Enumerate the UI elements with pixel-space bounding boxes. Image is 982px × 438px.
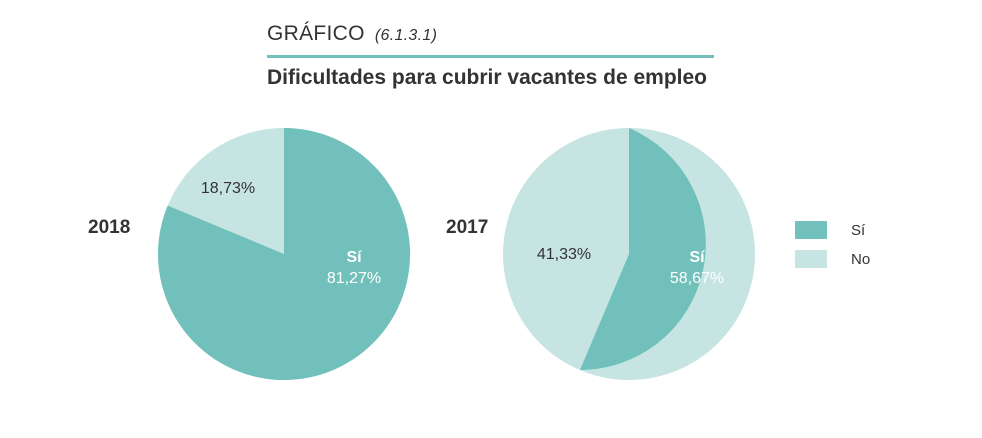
pie-2017-no-value: 41,33% bbox=[537, 246, 591, 263]
kicker-label: GRÁFICO bbox=[267, 22, 365, 45]
pie-2017-si-value: 58,67% bbox=[670, 270, 724, 287]
legend-item-no: No bbox=[795, 250, 870, 268]
chart-kicker: GRÁFICO (6.1.3.1) bbox=[267, 22, 437, 46]
legend-label-no: No bbox=[851, 250, 871, 268]
kicker-number: (6.1.3.1) bbox=[374, 27, 438, 44]
pie-2018-si-label: Sí bbox=[346, 249, 362, 266]
pie-2018-si-value: 81,27% bbox=[327, 270, 381, 287]
pie-2018: 18,73% Sí 81,27% bbox=[158, 128, 411, 380]
pie-2017-si-label: Sí bbox=[689, 249, 705, 266]
legend-swatch-no bbox=[795, 250, 827, 268]
pie-2018-si-slice bbox=[158, 128, 411, 380]
chart-legend: Sí No bbox=[795, 221, 870, 279]
title-rule bbox=[267, 55, 714, 58]
pie-2017-si-slice bbox=[580, 128, 706, 370]
pie-year-2017: 2017 bbox=[446, 217, 489, 238]
pie-2018-no-value: 18,73% bbox=[201, 180, 255, 197]
chart-title: Dificultades para cubrir vacantes de emp… bbox=[267, 66, 707, 89]
legend-item-si: Sí bbox=[795, 221, 870, 239]
pie-year-2018: 2018 bbox=[88, 217, 131, 238]
legend-swatch-si bbox=[795, 221, 827, 239]
legend-label-si: Sí bbox=[851, 221, 866, 239]
pie-2017: 41,33% Sí 58,67% bbox=[503, 128, 755, 380]
